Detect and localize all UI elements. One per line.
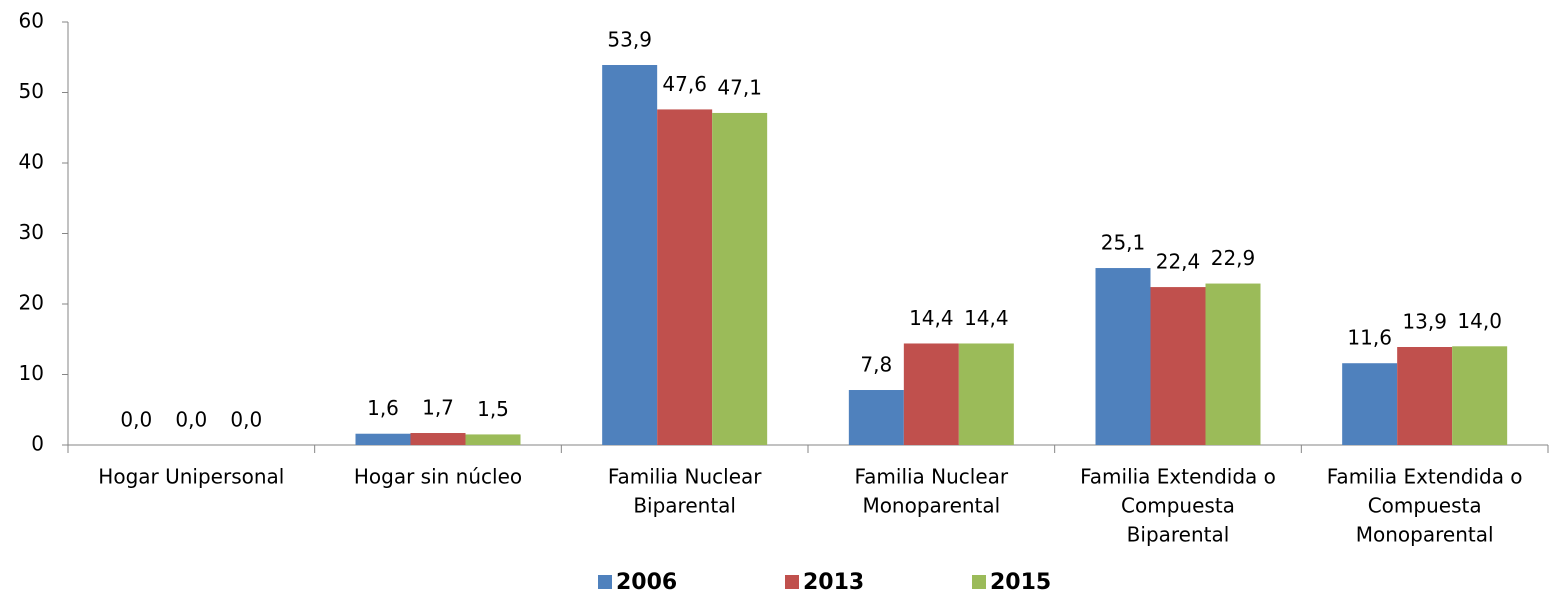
value-label: 14,4 — [964, 306, 1009, 330]
legend-swatch — [785, 575, 799, 589]
bar — [1150, 287, 1206, 445]
bar — [1342, 363, 1398, 445]
bar — [1397, 347, 1453, 445]
bar — [1452, 346, 1508, 445]
x-tick-label: Familia Nuclear — [608, 465, 762, 489]
value-label: 14,4 — [909, 306, 954, 330]
value-label: 22,4 — [1156, 250, 1201, 274]
value-label: 13,9 — [1402, 310, 1447, 334]
x-tick-label: Hogar Unipersonal — [98, 465, 284, 489]
bar — [712, 112, 768, 445]
bar — [465, 434, 521, 445]
bar — [1205, 283, 1261, 445]
value-label: 7,8 — [860, 353, 892, 377]
bar — [1095, 268, 1151, 445]
value-label: 0,0 — [120, 408, 152, 432]
y-tick-label: 20 — [19, 291, 44, 315]
value-label: 1,5 — [477, 397, 509, 421]
bar — [410, 433, 466, 445]
y-tick-label: 40 — [19, 150, 44, 174]
y-tick-label: 0 — [31, 432, 44, 456]
x-tick-label: Biparental — [633, 494, 736, 518]
legend-swatch — [598, 575, 612, 589]
x-tick-label: Hogar sin núcleo — [354, 465, 522, 489]
bar — [355, 433, 411, 445]
bar — [602, 65, 658, 445]
value-label: 1,6 — [367, 396, 399, 420]
legend-swatch — [972, 575, 986, 589]
x-tick-label: Compuesta — [1121, 494, 1235, 518]
value-label: 0,0 — [175, 408, 207, 432]
value-label: 11,6 — [1347, 326, 1392, 350]
value-label: 53,9 — [607, 28, 652, 52]
value-label: 47,1 — [717, 75, 762, 99]
legend-label: 2013 — [803, 570, 864, 594]
x-tick-label: Compuesta — [1368, 494, 1482, 518]
y-tick-label: 30 — [19, 220, 44, 244]
y-tick-label: 10 — [19, 361, 44, 385]
value-label: 22,9 — [1211, 246, 1256, 270]
legend-label: 2015 — [990, 570, 1051, 594]
bar — [958, 343, 1014, 445]
x-tick-label: Familia Extendida o — [1080, 465, 1276, 489]
bar — [848, 390, 904, 445]
y-tick-label: 60 — [19, 9, 44, 33]
value-label: 14,0 — [1457, 309, 1502, 333]
x-tick-label: Monoparental — [1356, 523, 1494, 547]
x-tick-label: Biparental — [1127, 523, 1230, 547]
x-tick-label: Familia Nuclear — [854, 465, 1008, 489]
value-label: 1,7 — [422, 396, 454, 420]
bar — [903, 343, 959, 445]
x-tick-label: Monoparental — [862, 494, 1000, 518]
y-tick-label: 50 — [19, 79, 44, 103]
bar — [657, 109, 713, 446]
value-label: 47,6 — [662, 72, 707, 96]
value-label: 0,0 — [230, 408, 262, 432]
x-tick-label: Familia Extendida o — [1327, 465, 1523, 489]
value-label: 25,1 — [1101, 231, 1146, 255]
legend-label: 2006 — [616, 570, 677, 594]
